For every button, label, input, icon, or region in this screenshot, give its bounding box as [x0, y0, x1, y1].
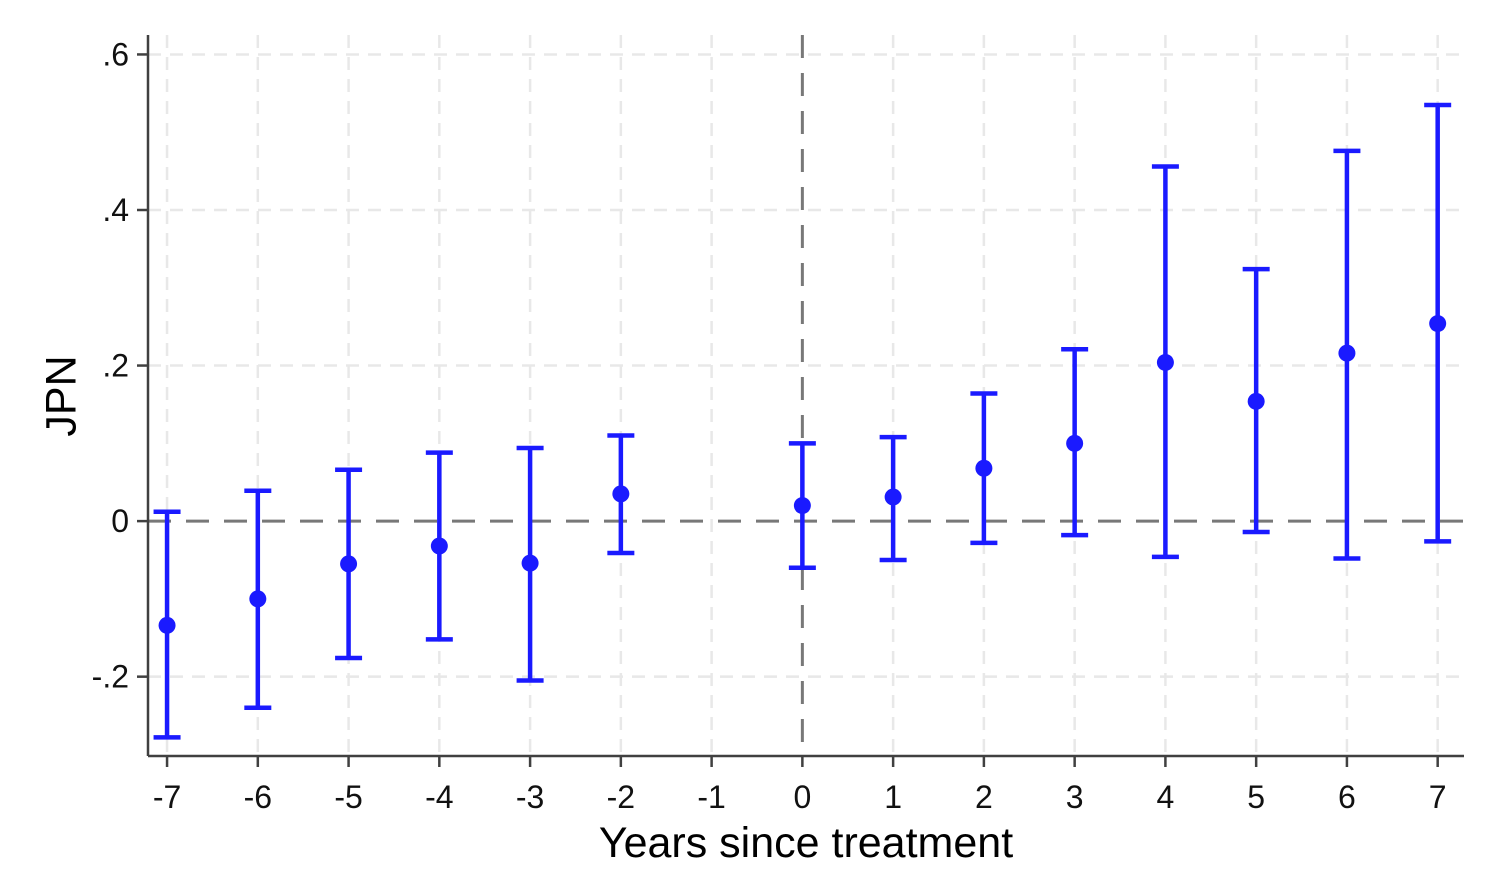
- x-tick-label: 0: [793, 779, 811, 815]
- x-tick-label: -4: [425, 779, 453, 815]
- x-tick-label: -3: [516, 779, 544, 815]
- x-tick-label: 3: [1066, 779, 1084, 815]
- x-tick-label: 4: [1157, 779, 1175, 815]
- data-point: [975, 459, 993, 477]
- data-point: [1338, 344, 1356, 362]
- data-point: [1429, 315, 1447, 333]
- x-tick-label: 6: [1338, 779, 1356, 815]
- data-point: [430, 537, 448, 555]
- x-axis-title: Years since treatment: [598, 819, 1014, 867]
- x-tick-label: -7: [153, 779, 181, 815]
- y-tick-label: .2: [102, 348, 129, 384]
- data-point: [1156, 353, 1174, 371]
- x-tick-label: 5: [1247, 779, 1265, 815]
- data-point: [249, 590, 267, 608]
- x-tick-label: -2: [607, 779, 635, 815]
- y-tick-label: -.2: [92, 659, 129, 695]
- data-point: [521, 554, 539, 572]
- y-tick-label: 0: [111, 503, 129, 539]
- x-tick-label: -1: [697, 779, 725, 815]
- data-point: [158, 616, 176, 634]
- x-tick-label: -5: [334, 779, 362, 815]
- data-point: [340, 555, 358, 573]
- x-tick-label: 7: [1429, 779, 1447, 815]
- y-tick-label: .6: [102, 36, 129, 72]
- data-point: [793, 497, 811, 515]
- data-point: [1066, 434, 1084, 452]
- data-point: [1247, 392, 1265, 410]
- data-point: [884, 488, 902, 506]
- x-tick-label: 2: [975, 779, 993, 815]
- x-tick-label: 1: [884, 779, 902, 815]
- y-tick-label: .4: [102, 192, 129, 228]
- x-tick-label: -6: [244, 779, 272, 815]
- y-axis-title: JPN: [37, 355, 86, 437]
- data-point: [612, 485, 630, 503]
